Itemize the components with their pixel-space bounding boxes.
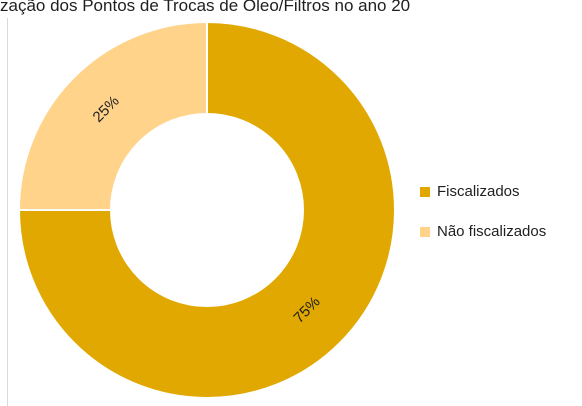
legend-swatch-nao-fiscalizados bbox=[420, 227, 430, 237]
chart-title: zação dos Pontos de Trocas de Óleo/Filtr… bbox=[0, 0, 411, 15]
legend: Fiscalizados Não fiscalizados bbox=[420, 181, 546, 261]
legend-item-fiscalizados[interactable]: Fiscalizados bbox=[420, 181, 546, 203]
legend-label-fiscalizados: Fiscalizados bbox=[437, 183, 520, 200]
chart-frame-border bbox=[7, 18, 8, 406]
legend-label-nao-fiscalizados: Não fiscalizados bbox=[437, 223, 547, 240]
legend-item-nao-fiscalizados[interactable]: Não fiscalizados bbox=[420, 221, 546, 243]
slice-nao-fiscalizados[interactable] bbox=[17, 20, 208, 211]
slice-group bbox=[17, 20, 396, 399]
legend-swatch-fiscalizados bbox=[420, 187, 430, 197]
slice-fiscalizados[interactable] bbox=[17, 20, 396, 399]
